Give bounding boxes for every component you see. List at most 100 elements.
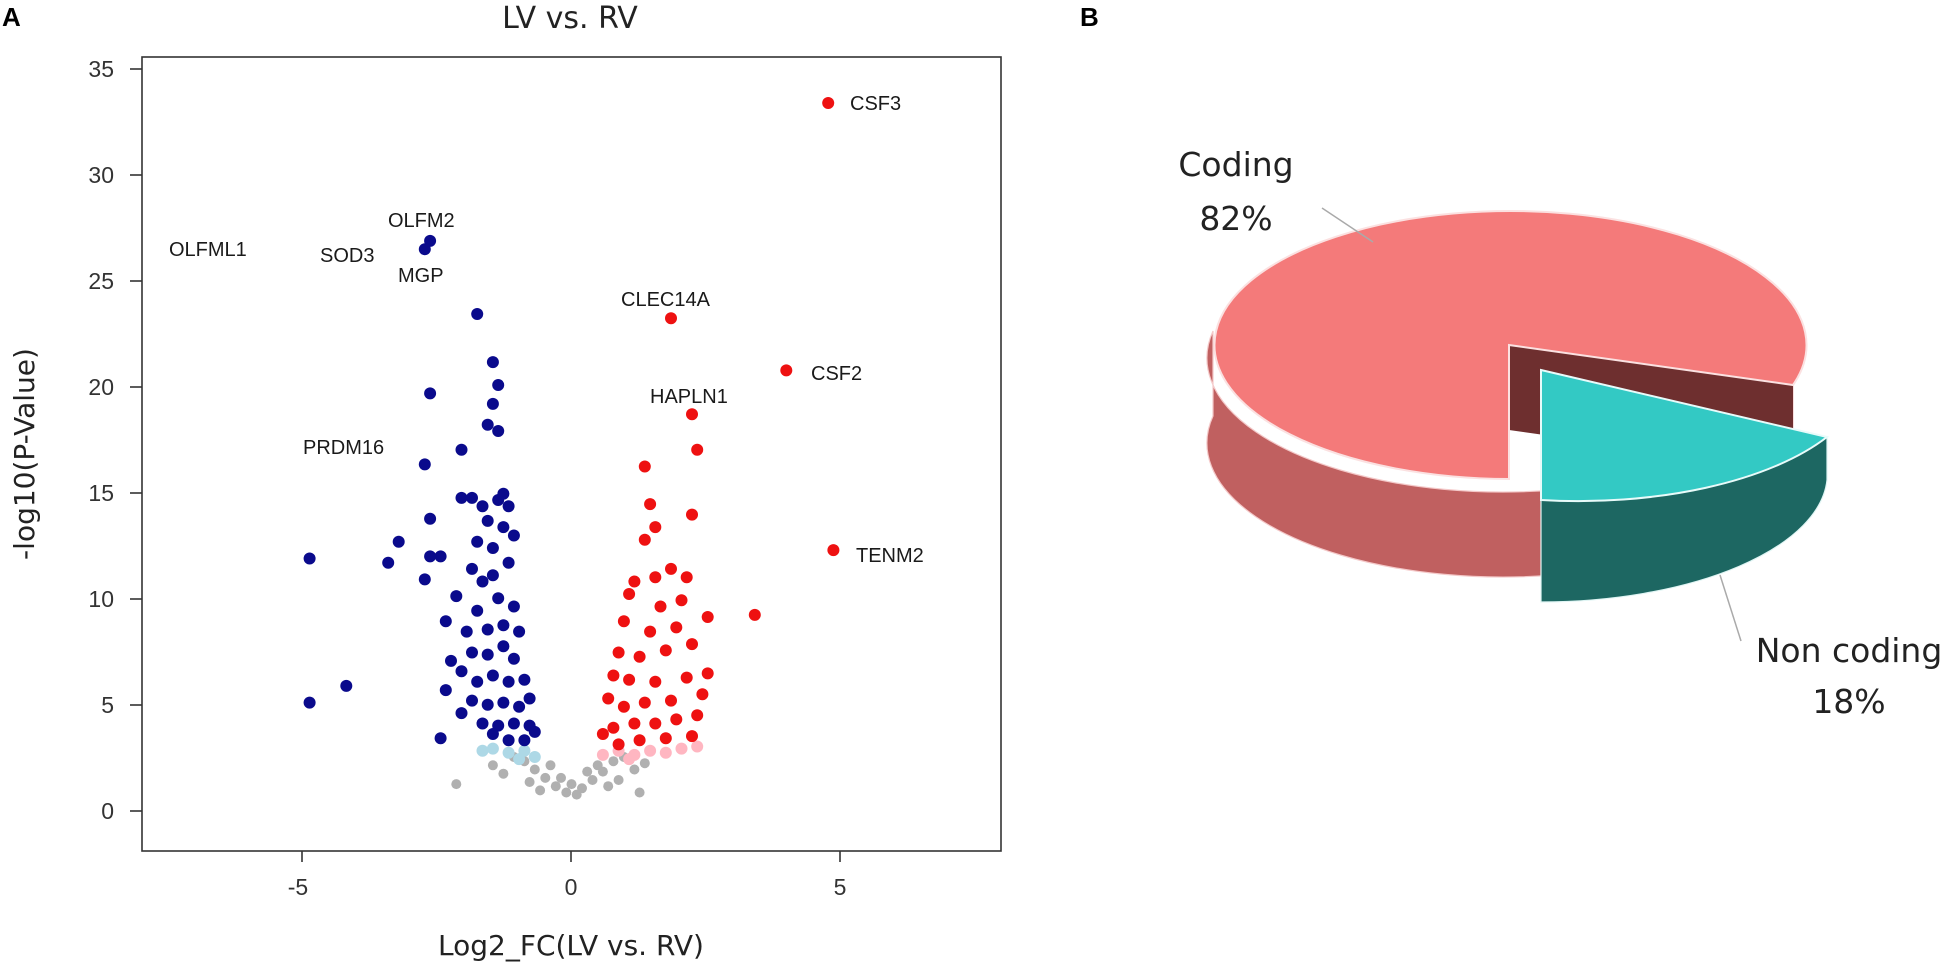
y-tick-label: 15 [88,480,114,506]
pie-slice-coding [1213,210,1808,481]
gene-label-tenm2: TENM2 [856,545,924,567]
point-down [486,728,499,740]
x-tick-label: -5 [288,874,308,900]
point-down [502,734,515,747]
volcano-points [303,97,840,800]
point-down [497,619,510,632]
point-down-weak [486,742,499,755]
point-ns [608,756,619,767]
point-down [492,425,505,437]
gene-labels: CSF3 OLFM2 OLFML1 SOD3 MGP CLEC14A CSF2 … [169,93,924,567]
point-down [471,308,484,320]
x-axis-label: Log2_FC(LV vs. RV) [438,929,704,962]
x-tick-label: 5 [834,874,847,900]
panel-b-letter: B [1080,2,1099,32]
point-up [659,732,672,745]
point-down [455,665,468,678]
point-down [486,397,499,410]
point-down [476,717,489,730]
point-down [466,491,478,504]
point-up [748,608,761,621]
point-up [623,673,636,686]
point-down [481,648,494,661]
point-ns [577,783,587,794]
point-down [507,600,520,613]
pie-label-coding: Coding [1178,145,1293,184]
pie-value-coding: 82% [1199,199,1272,238]
point-down [497,696,510,709]
pie-slice-noncoding [1540,368,1830,503]
pie-label-noncoding: Non coding [1756,631,1943,670]
point-up-weak [659,746,672,759]
point-down [424,512,437,525]
point-up [617,615,630,628]
point-up [638,460,651,473]
point-down [434,550,447,563]
point-down [455,707,468,720]
gene-label-clec14a: CLEC14A [621,289,711,311]
point-ns [535,785,546,796]
x-tick-label: 0 [565,874,578,900]
point-up [607,721,620,734]
point-down [481,514,494,527]
point-down [502,675,515,688]
point-up [638,696,651,709]
point-down [476,575,489,588]
point-up [686,508,698,521]
leader-line-coding [1321,207,1374,243]
point-up [691,443,704,456]
gene-label-sod3: SOD3 [320,245,374,267]
point-ns [629,764,640,775]
point-down [382,556,395,569]
point-down-weak [528,751,541,763]
point-down [502,500,515,513]
point-down [466,694,478,707]
point-down [518,673,531,686]
point-down [466,562,478,575]
point-up [649,571,662,584]
point-ns [613,775,624,785]
point-up [675,594,688,607]
point-ns [498,768,509,779]
point-down [492,379,505,391]
point-down [518,734,531,747]
point-up [617,700,630,713]
pie-value-noncoding: 18% [1812,682,1885,721]
point-ns [545,760,556,771]
point-up [628,717,641,730]
point-down [486,356,499,369]
point-ns [524,777,535,787]
point-up-weak [691,740,704,753]
point-up [602,692,615,705]
point-up [701,667,714,680]
point-ns [582,766,593,777]
point-up [822,97,835,109]
point-up [659,644,672,657]
point-down [507,717,520,730]
point-ns [587,775,598,785]
gene-label-hapln1: HAPLN1 [650,386,728,408]
gene-label-prdm16: PRDM16 [303,437,384,459]
point-down [481,418,494,431]
point-ns [556,772,566,783]
point-up [686,730,698,743]
point-up [649,717,662,730]
gene-label-csf3: CSF3 [850,93,901,115]
point-down [476,500,489,513]
point-down [439,684,452,697]
point-up-weak [675,742,688,755]
point-ns [566,779,577,790]
point-up [607,669,620,682]
point-up [649,675,662,688]
point-up-weak [623,753,636,766]
point-up [649,521,662,534]
point-down [392,535,405,548]
point-down [481,623,494,636]
point-up [633,650,646,663]
point-up [780,364,793,377]
point-down [497,640,510,653]
point-down [455,443,468,456]
point-up [596,728,609,740]
point-down [513,625,526,638]
point-down [528,725,541,738]
